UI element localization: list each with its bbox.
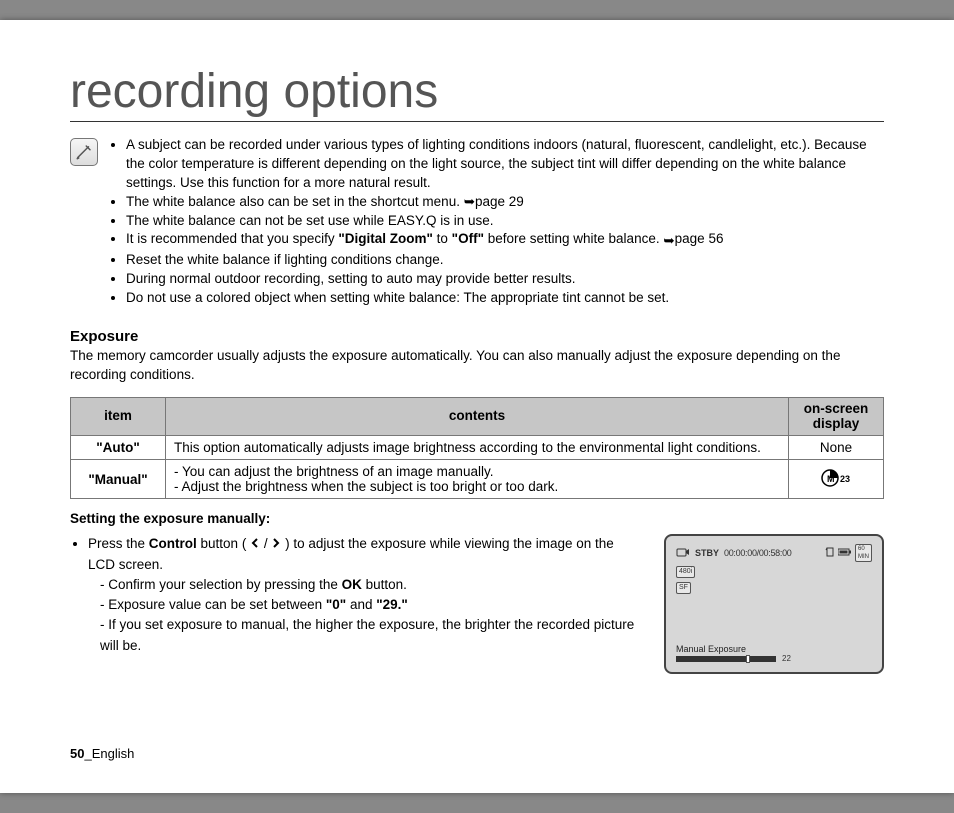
- instruction-item: Press the Control button ( / ) to adjust…: [88, 534, 644, 656]
- manual-two-col: Press the Control button ( / ) to adjust…: [70, 534, 884, 674]
- lcd-bar-value: 22: [782, 654, 791, 663]
- card-icon: [825, 547, 835, 559]
- note-item: A subject can be recorded under various …: [126, 136, 884, 193]
- instruction-sublines: - Confirm your selection by pressing the…: [100, 575, 644, 656]
- lcd-sf-badge: SF: [676, 582, 691, 594]
- manual-subhead: Setting the exposure manually:: [70, 511, 884, 526]
- manual-exposure-icon: M 23: [820, 468, 852, 488]
- exposure-intro: The memory camcorder usually adjusts the…: [70, 347, 884, 385]
- cell-display: None: [789, 436, 884, 460]
- lcd-row-3: SF: [676, 582, 872, 594]
- chevron-right-icon: [271, 534, 281, 554]
- note-item: It is recommended that you specify "Digi…: [126, 230, 884, 251]
- chevron-left-icon: [250, 534, 260, 554]
- lcd-exposure-bar: 22: [676, 656, 776, 662]
- lcd-preview: STBY 00:00:00/00:58:00 60MIN 480i SF Man…: [664, 534, 884, 674]
- instruction-subline: - Exposure value can be set between "0" …: [100, 595, 644, 615]
- table-row: "Auto" This option automatically adjusts…: [71, 436, 884, 460]
- cell-item: "Manual": [71, 460, 166, 499]
- cell-contents: This option automatically adjusts image …: [166, 436, 789, 460]
- lcd-row-2: 480i: [676, 566, 872, 578]
- note-icon: [70, 138, 98, 166]
- battery-icon: [838, 548, 852, 558]
- page-footer: 50_English: [70, 746, 134, 761]
- note-item: The white balance can not be set use whi…: [126, 212, 884, 231]
- manual-page: recording options A subject can be recor…: [0, 20, 954, 793]
- col-contents: contents: [166, 397, 789, 436]
- lcd-top-row: STBY 00:00:00/00:58:00 60MIN: [676, 544, 872, 562]
- lcd-stby: STBY: [695, 548, 719, 558]
- note-item: During normal outdoor recording, setting…: [126, 270, 884, 289]
- note-item: Do not use a colored object when setting…: [126, 289, 884, 308]
- note-list: A subject can be recorded under various …: [108, 136, 884, 308]
- cell-display: M 23: [789, 460, 884, 499]
- exposure-heading: Exposure: [70, 328, 884, 345]
- instruction-subline: - If you set exposure to manual, the hig…: [100, 615, 644, 656]
- lcd-min-badge: 60MIN: [855, 544, 872, 562]
- svg-text:23: 23: [840, 474, 850, 484]
- note-item: Reset the white balance if lighting cond…: [126, 251, 884, 270]
- col-item: item: [71, 397, 166, 436]
- page-number: 50: [70, 746, 84, 761]
- page-lang: _English: [84, 746, 134, 761]
- svg-text:M: M: [827, 474, 835, 484]
- note-block: A subject can be recorded under various …: [70, 136, 884, 308]
- instruction-list: Press the Control button ( / ) to adjust…: [70, 534, 644, 656]
- lcd-res-badge: 480i: [676, 566, 695, 578]
- instruction-subline: - Confirm your selection by pressing the…: [100, 575, 644, 595]
- lcd-bar-handle: [746, 655, 750, 663]
- lcd-right-badges: 60MIN: [825, 544, 872, 562]
- table-row: "Manual" - You can adjust the brightness…: [71, 460, 884, 499]
- exposure-table: item contents on-screen display "Auto" T…: [70, 397, 884, 500]
- page-title: recording options: [70, 64, 884, 122]
- cell-item: "Auto": [71, 436, 166, 460]
- lcd-me-label: Manual Exposure: [676, 644, 872, 654]
- cell-contents: - You can adjust the brightness of an im…: [166, 460, 789, 499]
- note-item-text: It is recommended that you specify "Digi…: [126, 231, 723, 246]
- col-display: on-screen display: [789, 397, 884, 436]
- camera-icon: [676, 546, 690, 560]
- lcd-time: 00:00:00/00:58:00: [724, 548, 791, 558]
- note-item: The white balance also can be set in the…: [126, 193, 884, 212]
- lcd-bottom: Manual Exposure 22: [676, 644, 872, 662]
